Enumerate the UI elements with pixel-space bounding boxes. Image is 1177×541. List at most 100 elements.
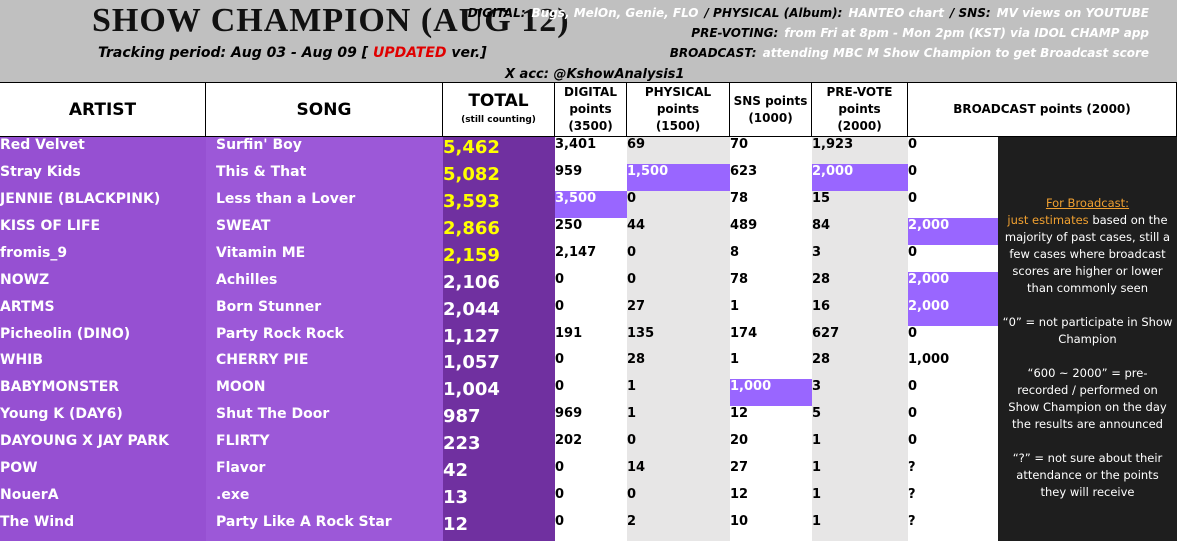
- points: 0: [908, 163, 998, 192]
- info-label: / SNS:: [949, 6, 991, 20]
- note-plain: based on the majority of past cases, sti…: [1004, 213, 1171, 295]
- total: 42: [443, 460, 555, 489]
- points: 12: [730, 406, 812, 435]
- total: 1,004: [443, 379, 555, 408]
- points: 1: [627, 379, 730, 408]
- points: 3: [812, 244, 908, 273]
- points: 0: [555, 298, 627, 327]
- points: 78: [730, 271, 812, 300]
- points: 1: [812, 460, 908, 489]
- points: 135: [627, 325, 730, 354]
- points: 28: [812, 271, 908, 300]
- title: SHOW CHAMPION (AUG 12): [92, 2, 570, 39]
- points: 202: [555, 433, 627, 462]
- points: 20: [730, 433, 812, 462]
- song: Party Rock Rock: [206, 325, 443, 354]
- column-header-text: DIGITAL: [564, 85, 617, 99]
- points: 0: [555, 514, 627, 541]
- points: 2,000: [812, 163, 908, 192]
- song: Born Stunner: [206, 298, 443, 327]
- note-plain: “0” = not participate in Show Champion: [1002, 315, 1173, 346]
- points: 1,000: [908, 352, 998, 381]
- points: 1,000: [730, 379, 812, 408]
- song: Surfin' Boy: [206, 137, 443, 165]
- artist: POW: [0, 460, 206, 489]
- tracking-text: Tracking period: Aug 03 - Aug 09 [: [98, 45, 374, 61]
- points: 0: [627, 487, 730, 516]
- info-line: BROADCAST: attending MBC M Show Champion …: [670, 46, 1155, 60]
- total: 12: [443, 514, 555, 541]
- artist: The Wind: [0, 514, 206, 541]
- points: 489: [730, 217, 812, 246]
- total: 223: [443, 433, 555, 462]
- artist: Stray Kids: [0, 163, 206, 192]
- column-header-text: points: [656, 102, 700, 116]
- note: just estimates based on the majority of …: [1002, 212, 1173, 297]
- song: MOON: [206, 379, 443, 408]
- points: 15: [812, 190, 908, 219]
- column-header-text: BROADCAST points (2000): [953, 102, 1131, 116]
- artist: JENNIE (BLACKPINK): [0, 190, 206, 219]
- points: 14: [627, 460, 730, 489]
- total: 2,106: [443, 271, 555, 300]
- points: 0: [627, 271, 730, 300]
- note: “0” = not participate in Show Champion: [1002, 314, 1173, 348]
- points: 250: [555, 217, 627, 246]
- artist: DAYOUNG X JAY PARK: [0, 433, 206, 462]
- note-plain: “?” = not sure about their attendance or…: [1012, 451, 1163, 499]
- points: 627: [812, 325, 908, 354]
- artist: ARTMS: [0, 298, 206, 327]
- column-header-text: (still counting): [461, 115, 536, 125]
- column-header-text: points: [838, 102, 881, 116]
- points: 2,000: [908, 298, 998, 327]
- column-header: ARTIST: [0, 82, 206, 137]
- points: 8: [730, 244, 812, 273]
- artist: Young K (DAY6): [0, 406, 206, 435]
- points: 1: [730, 352, 812, 381]
- info-value: attending MBC M Show Champion to get Bro…: [762, 46, 1149, 60]
- points: 27: [730, 460, 812, 489]
- song: Achilles: [206, 271, 443, 300]
- points: 0: [908, 137, 998, 165]
- points: 0: [627, 433, 730, 462]
- artist: NOWZ: [0, 271, 206, 300]
- note: For Broadcast:: [1002, 195, 1173, 212]
- tracking-text: UPDATED: [373, 45, 447, 61]
- points: 1: [730, 298, 812, 327]
- points: 3: [812, 379, 908, 408]
- column-header-text: PHYSICAL: [644, 85, 712, 99]
- points: 69: [627, 137, 730, 165]
- artist: BABYMONSTER: [0, 379, 206, 408]
- total: 3,593: [443, 190, 555, 219]
- info-value: Bugs, MelOn, Genie, FLO: [531, 6, 699, 20]
- artist: Picheolin (DINO): [0, 325, 206, 354]
- points: 174: [730, 325, 812, 354]
- points: 191: [555, 325, 627, 354]
- note-plain: “600 ~ 2000” = pre-recorded / performed …: [1008, 366, 1167, 431]
- note-accent: just estimates: [1007, 213, 1089, 227]
- points: ?: [908, 514, 998, 541]
- column-header: TOTAL (still counting): [443, 82, 555, 137]
- column-header: DIGITAL points (3500): [555, 82, 627, 137]
- artist: WHIB: [0, 352, 206, 381]
- points: 1: [627, 406, 730, 435]
- points: 12: [730, 487, 812, 516]
- points: 3,500: [555, 190, 627, 219]
- column-header: PRE-VOTE points (2000): [812, 82, 908, 137]
- points: 0: [555, 487, 627, 516]
- total: 2,159: [443, 244, 555, 273]
- points: 0: [908, 190, 998, 219]
- note: “?” = not sure about their attendance or…: [1002, 450, 1173, 501]
- column-header-text: points: [569, 102, 612, 116]
- points: 0: [908, 325, 998, 354]
- total: 1,057: [443, 352, 555, 381]
- info-value: MV views on YOUTUBE: [996, 6, 1149, 20]
- column-header-text: (1500): [655, 119, 701, 133]
- total: 2,866: [443, 217, 555, 246]
- total: 13: [443, 487, 555, 516]
- info-label: BROADCAST:: [669, 46, 757, 60]
- column-header: BROADCAST points (2000): [908, 82, 1177, 137]
- points: 0: [908, 244, 998, 273]
- points: 16: [812, 298, 908, 327]
